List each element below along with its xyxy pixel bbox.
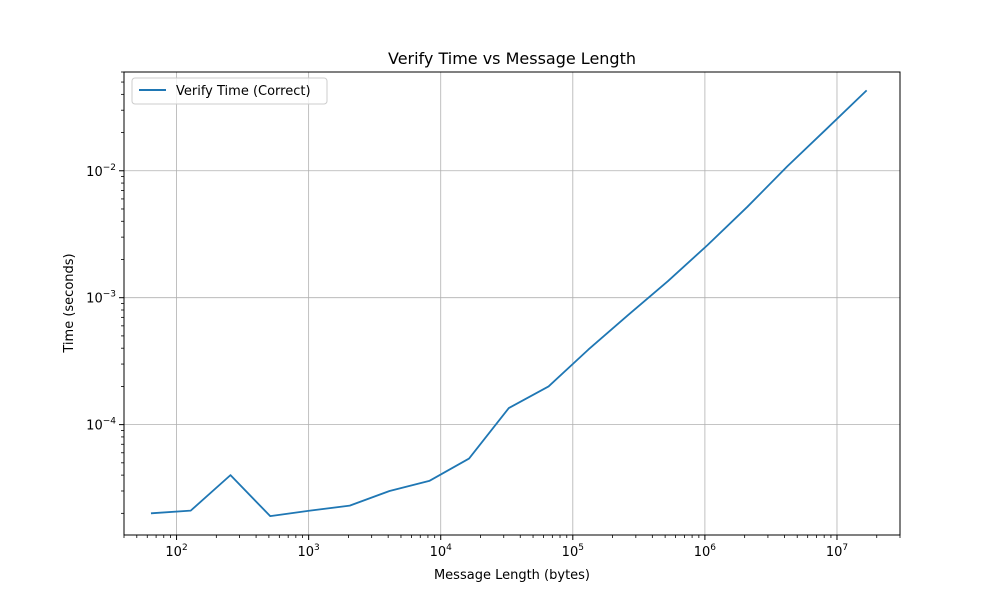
legend: Verify Time (Correct) <box>131 77 328 105</box>
plot-frame <box>123 71 901 536</box>
grid <box>124 72 900 535</box>
x-tick-label: 102 <box>165 543 187 560</box>
chart-title: Verify Time vs Message Length <box>388 49 636 68</box>
x-tick-label: 103 <box>298 543 320 560</box>
y-tick-label: 10−3 <box>86 290 116 307</box>
ticks: 102 103 104 105 106 107 10−4 10−3 10−2 <box>86 163 848 560</box>
y-axis-label: Time (seconds) <box>62 253 77 353</box>
legend-box <box>131 77 328 105</box>
x-tick-label: 104 <box>430 543 453 560</box>
series-line <box>150 89 868 518</box>
series-layer <box>150 89 868 518</box>
y-tick-label: 10−4 <box>86 417 116 434</box>
x-axis-label: Message Length (bytes) <box>434 568 590 583</box>
x-tick-label: 106 <box>694 543 717 560</box>
legend-label: Verify Time (Correct) <box>176 84 311 99</box>
x-tick-label: 105 <box>562 543 584 560</box>
y-tick-label: 10−2 <box>86 163 116 180</box>
x-tick-label: 107 <box>826 543 848 560</box>
minor-ticks <box>121 71 901 538</box>
